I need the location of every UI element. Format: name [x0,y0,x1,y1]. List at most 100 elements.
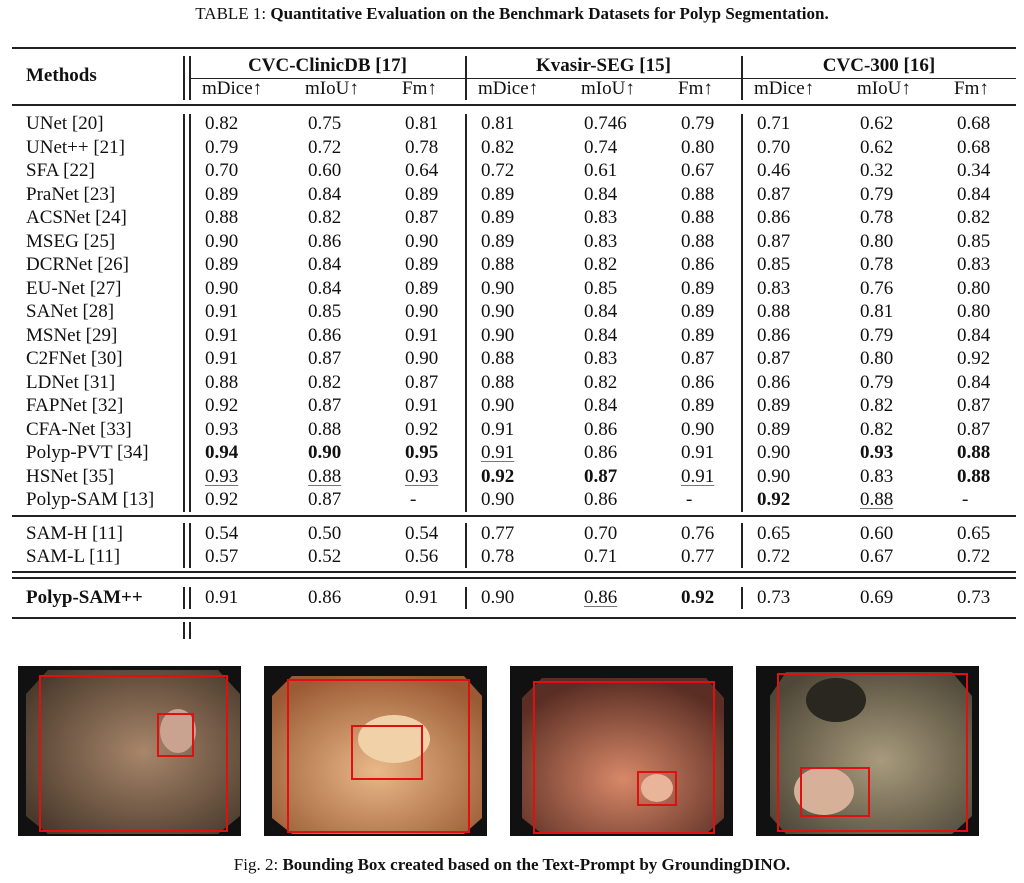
table-cell: 0.72 [308,136,342,158]
table-cell: 0.82 [860,418,894,440]
sam-group-divider-1 [465,523,467,568]
table-cell: 0.89 [481,230,515,252]
table-cell: 0.91 [405,395,439,416]
group-header-clinicdb: CVC-ClinicDB [17] [248,55,407,76]
body-group-divider-1 [465,114,467,512]
table-cell: 0.69 [860,587,894,608]
table-cell: 0.52 [308,546,342,567]
table-cell: 0.90 [481,277,515,299]
method-name: DCRNet [26] [26,254,129,275]
method-name: SFA [22] [26,160,95,181]
table-cell: 0.85 [308,301,342,322]
table-cell: 0.90 [205,230,239,252]
table-cell: 0.79 [681,113,715,134]
table-caption-prefix: TABLE 1: [195,4,267,23]
table-cell: 0.86 [757,371,791,393]
table-cell: 0.77 [681,546,715,567]
table-cell: 0.92 [205,395,239,416]
table-cell: 0.89 [757,395,791,416]
table-cell: 0.87 [405,207,439,228]
table-cell: 0.93 [405,465,439,487]
table-cell: 0.82 [584,371,618,393]
table-cell: 0.84 [308,254,342,275]
method-name: C2FNet [30] [26,348,123,369]
table-cell: 0.68 [957,136,991,158]
table-cell: 0.86 [681,254,715,275]
table-cell: 0.86 [757,324,791,346]
metric-header: mDice↑ [754,78,815,99]
table-cell: - [962,489,969,510]
table-cell: 0.82 [481,136,515,158]
table-cell: 0.91 [681,465,715,487]
table-cell: 0.89 [681,324,715,346]
table-cell: 0.54 [205,523,239,544]
group-divider-1 [465,56,467,100]
group-header-kvasir: Kvasir-SEG [15] [536,55,671,76]
table-cell: 0.90 [757,442,791,463]
methods-header: Methods [26,65,97,86]
table-cell: 0.93 [860,442,894,463]
table-cell: 0.86 [308,230,342,252]
table-cell: 0.78 [481,546,515,567]
table-cell: 0.80 [681,136,715,158]
method-name: Polyp-PVT [34] [26,442,149,463]
table-cell: 0.88 [681,207,715,228]
metric-header: Fm↑ [678,78,713,99]
table-cell: 0.83 [584,230,618,252]
table-cell: 0.95 [405,442,439,463]
table-cell: 0.89 [481,207,515,228]
mid-rule-2b [12,577,1016,579]
table-cell: 0.90 [681,418,715,440]
bbox-polyp [351,725,423,780]
table-cell: 0.79 [205,136,239,158]
header-rule [12,104,1016,106]
table-cell: 0.88 [481,254,515,275]
table-caption-title: Quantitative Evaluation on the Benchmark… [270,4,829,23]
table-cell: 0.80 [860,230,894,252]
table-cell: 0.90 [481,395,515,416]
figure-caption: Fig. 2: Bounding Box created based on th… [0,855,1024,875]
endoscopy-image-1 [18,666,241,836]
table-cell: 0.87 [957,395,991,416]
table-cell: 0.93 [205,465,239,487]
table-cell: 0.72 [957,546,991,567]
table-cell: 0.93 [205,418,239,440]
table-cell: 0.81 [405,113,439,134]
table-cell: 0.92 [757,489,791,510]
table-cell: 0.87 [308,489,342,510]
table-cell: 0.77 [481,523,515,544]
method-name: Polyp-SAM [13] [26,489,155,510]
endoscopy-image-2 [264,666,487,836]
table-cell: 0.91 [205,587,239,608]
table-cell: 0.86 [584,489,618,510]
table-cell: 0.83 [584,348,618,369]
table-cell: 0.86 [308,324,342,346]
table-cell: 0.91 [205,348,239,369]
group-subrule [190,78,1016,79]
bottom-rule [12,617,1016,619]
figure-caption-title: Bounding Box created based on the Text-P… [282,855,791,874]
table-cell: 0.84 [584,395,618,416]
table-cell: 0.80 [957,277,991,299]
table-cell: 0.79 [860,183,894,205]
method-name: SAM-L [11] [26,546,121,567]
table-cell: 0.82 [308,207,342,228]
table-cell: 0.89 [205,254,239,275]
table-cell: 0.78 [405,136,439,158]
table-cell: 0.90 [205,277,239,299]
table-cell: 0.84 [957,324,991,346]
table-cell: 0.64 [405,160,439,181]
method-name: UNet [20] [26,113,104,134]
bbox-polyp [637,771,677,806]
table-cell: 0.90 [405,301,439,322]
table-cell: 0.81 [481,113,515,134]
table-cell: 0.83 [584,207,618,228]
table-cell: 0.88 [681,230,715,252]
table-cell: 0.91 [481,418,515,440]
method-name: LDNet [31] [26,371,116,393]
table-cell: 0.87 [957,418,991,440]
table-cell: 0.32 [860,160,894,181]
table-cell: 0.76 [681,523,715,544]
table-cell: 0.85 [957,230,991,252]
bbox-outer [777,673,968,832]
